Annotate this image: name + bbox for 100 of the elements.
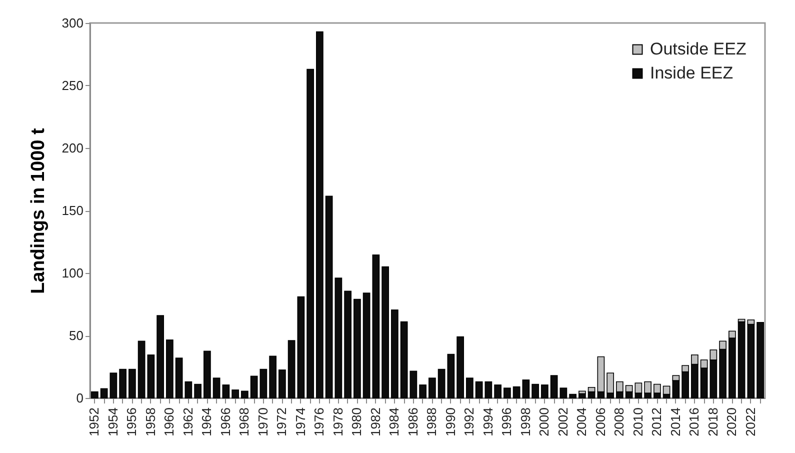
bar (578, 390, 586, 394)
x-tick-label: 1982 (368, 408, 383, 436)
x-tick-label: 2004 (574, 408, 590, 436)
bar (484, 381, 492, 398)
bar (156, 315, 164, 398)
bar (747, 324, 755, 398)
bar (428, 378, 436, 398)
y-tick-label: 0 (76, 390, 84, 406)
y-tick-label: 250 (62, 78, 84, 93)
x-tick-label: 2018 (705, 408, 720, 436)
bar (184, 381, 192, 398)
bar (278, 369, 286, 398)
bar (212, 378, 220, 398)
bar (466, 378, 474, 398)
bar (325, 196, 333, 398)
x-tick-label: 2002 (555, 408, 570, 436)
y-tick-label: 200 (62, 140, 84, 156)
bar (232, 389, 239, 398)
bar (578, 393, 586, 398)
x-tick-label: 1988 (424, 408, 440, 436)
x-tick-label: 1980 (349, 408, 364, 436)
bar (569, 394, 576, 398)
x-tick-label: 1984 (386, 408, 402, 436)
x-tick-label: 1960 (162, 408, 177, 436)
bar (297, 296, 305, 398)
bar (541, 384, 548, 398)
x-tick-label: 1956 (124, 408, 140, 436)
x-tick-label: 2020 (724, 408, 740, 436)
bar (147, 354, 155, 398)
x-tick-label: 2014 (668, 408, 683, 436)
bar (419, 384, 426, 398)
bar (288, 340, 296, 398)
x-tick-label: 1976 (312, 408, 327, 436)
bar (522, 379, 530, 398)
bar (550, 375, 558, 398)
bar (410, 370, 418, 398)
y-tick-label: 50 (69, 328, 84, 343)
x-tick-label: 1966 (218, 408, 233, 436)
bar (494, 384, 502, 398)
x-tick-label: 1978 (330, 408, 346, 436)
x-tick-label: 2016 (686, 408, 702, 436)
x-tick-label: 1972 (274, 408, 290, 436)
x-tick-label: 1990 (442, 408, 458, 436)
x-tick-label: 1996 (499, 408, 514, 436)
y-axis-title: Landings in 1000 t (28, 127, 49, 294)
x-tick-label: 1958 (142, 408, 158, 436)
y-tick-label: 100 (62, 266, 84, 280)
bar (354, 298, 361, 398)
x-tick-label: 1970 (255, 408, 270, 436)
x-tick-label: 2022 (742, 408, 758, 436)
bar (438, 368, 446, 398)
x-tick-label: 1974 (292, 408, 308, 436)
y-tick-label: 150 (62, 203, 84, 218)
bar (316, 31, 324, 398)
bar (260, 368, 268, 398)
legend-label: Outside EEZ (650, 40, 746, 58)
x-tick-label: 2012 (649, 408, 664, 436)
x-tick-label: 1986 (405, 408, 420, 436)
bar (400, 321, 408, 398)
bar (475, 381, 483, 398)
bar (662, 386, 670, 395)
x-tick-label: 1964 (199, 408, 214, 436)
bar (504, 388, 511, 398)
bar (334, 278, 342, 398)
bar (222, 384, 230, 398)
bar (91, 391, 98, 398)
bar (532, 384, 539, 398)
bar (391, 309, 398, 398)
bar (560, 388, 568, 398)
bar (344, 290, 352, 398)
bar (241, 390, 248, 398)
bar (362, 292, 370, 398)
x-tick-label: 1962 (180, 408, 196, 436)
x-tick-label: 1994 (480, 408, 496, 436)
legend-label: Inside EEZ (650, 64, 734, 82)
x-tick-label: 2008 (612, 408, 627, 436)
x-tick-label: 1954 (105, 408, 120, 436)
y-tick-label: 300 (62, 16, 84, 30)
bar (100, 388, 108, 398)
bar (738, 321, 746, 398)
bar (175, 358, 183, 398)
bar (128, 368, 136, 398)
bar (138, 340, 146, 398)
bar (382, 266, 389, 398)
bar (306, 68, 314, 398)
bar (372, 254, 380, 398)
x-tick-label: 2000 (536, 408, 552, 436)
x-tick-label: 1952 (86, 408, 102, 436)
bar (194, 384, 202, 398)
bar (119, 368, 126, 398)
x-tick-label: 2006 (592, 408, 608, 436)
bar (110, 372, 118, 398)
bar (269, 356, 276, 398)
bar (250, 376, 258, 398)
bar (166, 339, 174, 398)
x-tick-label: 1992 (462, 408, 477, 436)
bar (456, 336, 464, 398)
bar (512, 386, 520, 398)
x-tick-label: 2010 (630, 408, 646, 436)
x-tick-label: 1968 (236, 408, 252, 436)
